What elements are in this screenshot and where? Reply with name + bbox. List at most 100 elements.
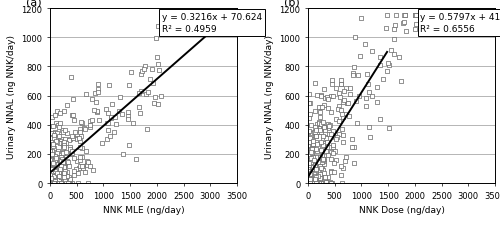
Point [56, 111, 64, 115]
Point [50, 181, 58, 185]
Point [313, 149, 321, 153]
Point [410, 15, 418, 18]
Point [338, 79, 345, 82]
Point [82, 92, 90, 96]
Point [77, 135, 85, 138]
Point [53, 110, 61, 114]
Point [138, 70, 146, 73]
Point [332, 158, 340, 162]
Point [62, 161, 70, 165]
Point [48, 161, 56, 165]
Point [350, 146, 358, 149]
Point [306, 113, 314, 116]
Point [47, 171, 55, 174]
Point [312, 181, 320, 185]
Point [320, 143, 328, 147]
Point [50, 174, 58, 178]
Point [86, 164, 94, 168]
Point [350, 74, 358, 78]
Point [304, 180, 312, 183]
Point [306, 181, 314, 185]
Point [47, 181, 55, 185]
Point [72, 130, 80, 134]
Point [332, 137, 340, 141]
Point [54, 135, 62, 139]
Point [327, 169, 335, 173]
Point [360, 43, 368, 47]
Point [118, 113, 126, 116]
Point [320, 176, 328, 180]
Point [52, 181, 60, 185]
Point [58, 129, 66, 132]
Point [340, 166, 347, 170]
Point [60, 178, 68, 182]
Point [385, 64, 393, 68]
Point [319, 158, 327, 162]
Point [66, 179, 74, 183]
Point [72, 132, 80, 136]
Point [63, 151, 71, 155]
Point [315, 181, 323, 185]
Point [318, 131, 326, 134]
Point [55, 178, 63, 182]
Point [309, 181, 317, 185]
Point [319, 158, 327, 161]
Point [414, 15, 422, 18]
Point [312, 181, 320, 185]
Point [56, 181, 64, 185]
Point [116, 96, 124, 99]
Point [305, 173, 313, 177]
Point [314, 166, 322, 169]
Point [378, 78, 386, 82]
Point [382, 27, 390, 31]
Point [51, 173, 59, 177]
Point [329, 95, 337, 98]
Point [305, 161, 313, 165]
Point [310, 181, 318, 185]
Point [153, 56, 161, 59]
Point [337, 165, 345, 169]
Point [310, 155, 318, 159]
Point [314, 130, 322, 134]
Point [154, 103, 162, 106]
Point [60, 160, 68, 164]
Point [310, 181, 318, 185]
Point [318, 181, 326, 185]
Point [55, 181, 63, 185]
Point [326, 133, 334, 136]
Point [320, 158, 328, 161]
Point [415, 15, 423, 18]
Point [310, 181, 318, 185]
Point [156, 69, 164, 73]
Point [104, 138, 112, 141]
Point [54, 141, 62, 144]
Point [74, 181, 82, 185]
Point [312, 128, 320, 132]
Text: (b): (b) [284, 0, 300, 7]
Point [58, 158, 66, 161]
Point [60, 137, 68, 141]
Point [110, 130, 118, 134]
Point [306, 181, 314, 185]
Point [321, 125, 329, 129]
Point [376, 63, 384, 67]
Point [341, 113, 349, 116]
Point [304, 159, 312, 163]
Point [312, 94, 320, 97]
Point [50, 181, 58, 185]
Point [337, 109, 345, 112]
Point [335, 92, 343, 95]
Point [324, 123, 332, 126]
Point [307, 181, 315, 185]
Point [144, 128, 152, 132]
Point [322, 149, 330, 153]
Point [312, 169, 320, 172]
Point [60, 147, 68, 150]
Point [72, 167, 80, 171]
Point [400, 21, 408, 25]
Point [60, 172, 68, 176]
Point [48, 144, 56, 148]
Point [48, 181, 56, 185]
Point [95, 118, 103, 122]
Point [312, 181, 320, 185]
